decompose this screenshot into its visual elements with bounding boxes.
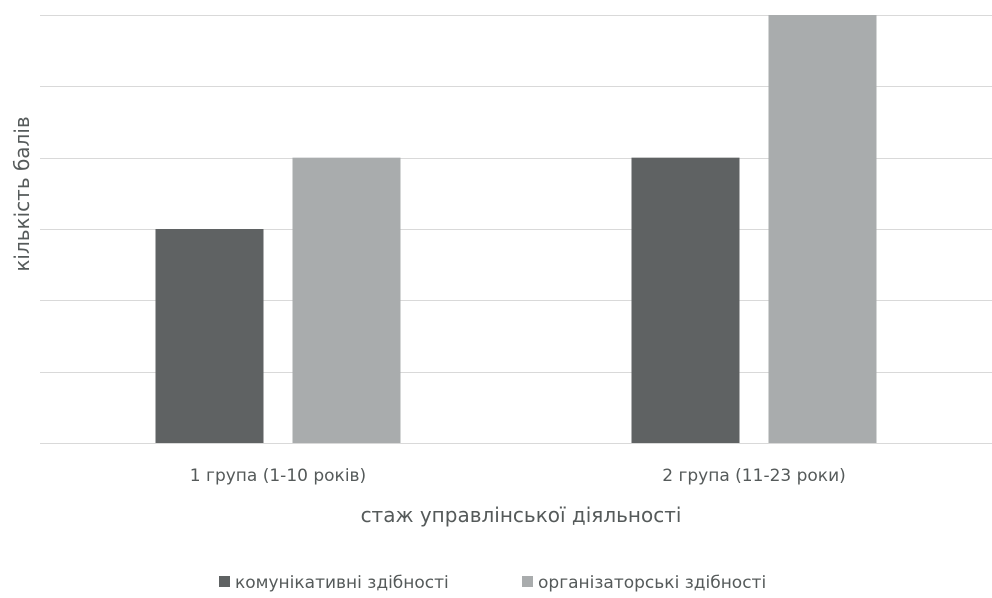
legend-swatch-0: [219, 576, 230, 587]
category-label-1: 2 група (11-23 роки): [662, 466, 846, 486]
legend-label-0: комунікативні здібності: [235, 573, 449, 593]
bar-0-1: [292, 157, 401, 443]
y-axis-title: кількість балів: [10, 116, 34, 271]
category-label-0: 1 група (1-10 років): [190, 466, 366, 486]
bars: [155, 15, 877, 443]
bar-1-1: [768, 15, 877, 443]
category-labels: 1 група (1-10 років) 2 група (11-23 роки): [190, 466, 846, 486]
legend: комунікативні здібності організаторські з…: [219, 573, 766, 593]
x-axis-title: стаж управлінської діяльності: [361, 503, 682, 527]
bar-0-0: [155, 229, 264, 443]
legend-swatch-1: [522, 576, 533, 587]
bar-1-0: [631, 157, 740, 443]
legend-label-1: організаторські здібності: [538, 573, 766, 593]
